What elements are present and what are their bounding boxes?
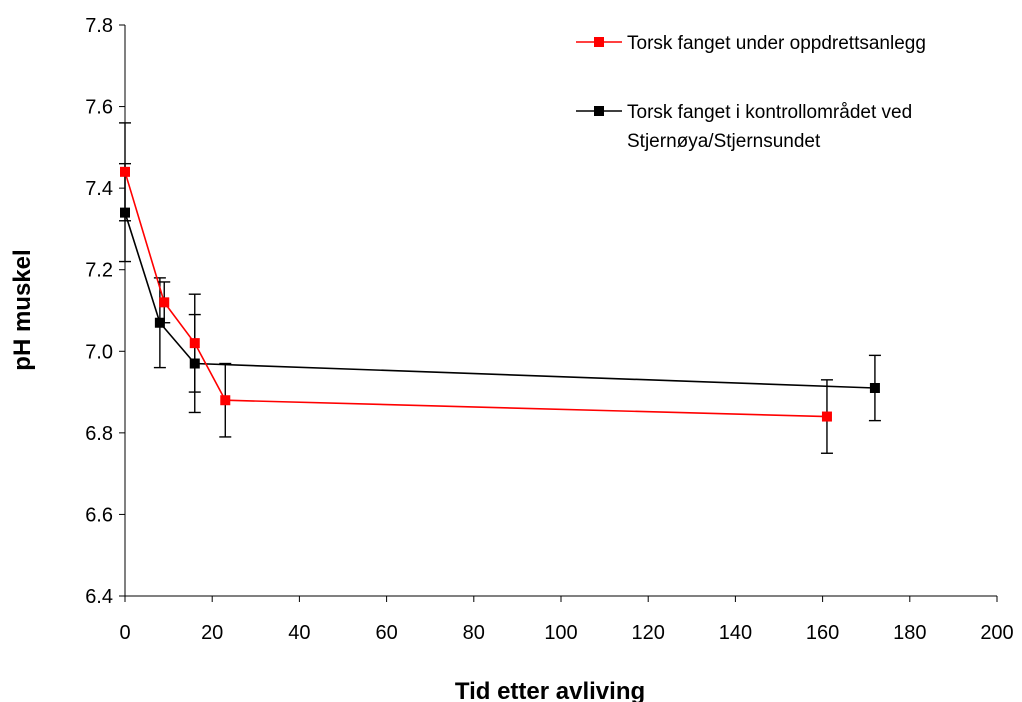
- x-tick-label: 80: [463, 622, 485, 644]
- y-ticks: 6.4 6.6 6.8 7.0 7.2 7.4 7.6 7.8: [85, 15, 125, 608]
- y-tick-label: 7.8: [85, 15, 113, 37]
- legend-item-0: Torsk fanget under oppdrettsanlegg: [576, 33, 926, 54]
- x-tick-label: 40: [288, 622, 310, 644]
- series-line: [124, 171, 827, 418]
- data-point: [159, 297, 170, 308]
- legend-label: Torsk fanget i kontrollområdet ved: [627, 102, 912, 123]
- y-tick-label: 7.0: [85, 341, 113, 363]
- x-tick-label: 100: [544, 622, 577, 644]
- legend-marker: [594, 37, 604, 47]
- data-point: [189, 338, 200, 349]
- data-point: [869, 382, 880, 393]
- x-axis-title: Tid etter avliving: [455, 678, 645, 702]
- data-point: [821, 411, 832, 422]
- y-tick-label: 7.4: [85, 178, 113, 200]
- x-tick-label: 200: [980, 622, 1013, 644]
- y-tick-label: 7.2: [85, 260, 113, 282]
- legend-item-1: Torsk fanget i kontrollområdet ved Stjern…: [576, 102, 912, 152]
- y-tick-label: 7.6: [85, 97, 113, 119]
- x-tick-label: 60: [375, 622, 397, 644]
- series-layer: [119, 122, 881, 454]
- y-axis-title: pH muskel: [9, 249, 36, 370]
- legend-label: Stjernøya/Stjernsundet: [627, 131, 821, 152]
- x-tick-label: 160: [806, 622, 839, 644]
- legend-label: Torsk fanget under oppdrettsanlegg: [627, 33, 926, 54]
- legend-marker: [594, 106, 604, 116]
- x-tick-label: 120: [632, 622, 665, 644]
- x-tick-label: 20: [201, 622, 223, 644]
- data-point: [120, 166, 130, 177]
- y-tick-label: 6.6: [85, 504, 113, 526]
- y-tick-label: 6.4: [85, 586, 113, 608]
- legend: Torsk fanget under oppdrettsanlegg Torsk …: [576, 33, 926, 152]
- x-tick-label: 0: [119, 622, 130, 644]
- series-0: [119, 122, 833, 454]
- series-1: [119, 162, 881, 422]
- y-tick-label: 6.8: [85, 423, 113, 445]
- series-line: [124, 212, 875, 389]
- x-ticks: 0 20 40 60 80 100 120 140 160 180 200: [119, 596, 1014, 644]
- x-tick-label: 140: [719, 622, 752, 644]
- x-tick-label: 180: [893, 622, 926, 644]
- data-point: [220, 395, 231, 406]
